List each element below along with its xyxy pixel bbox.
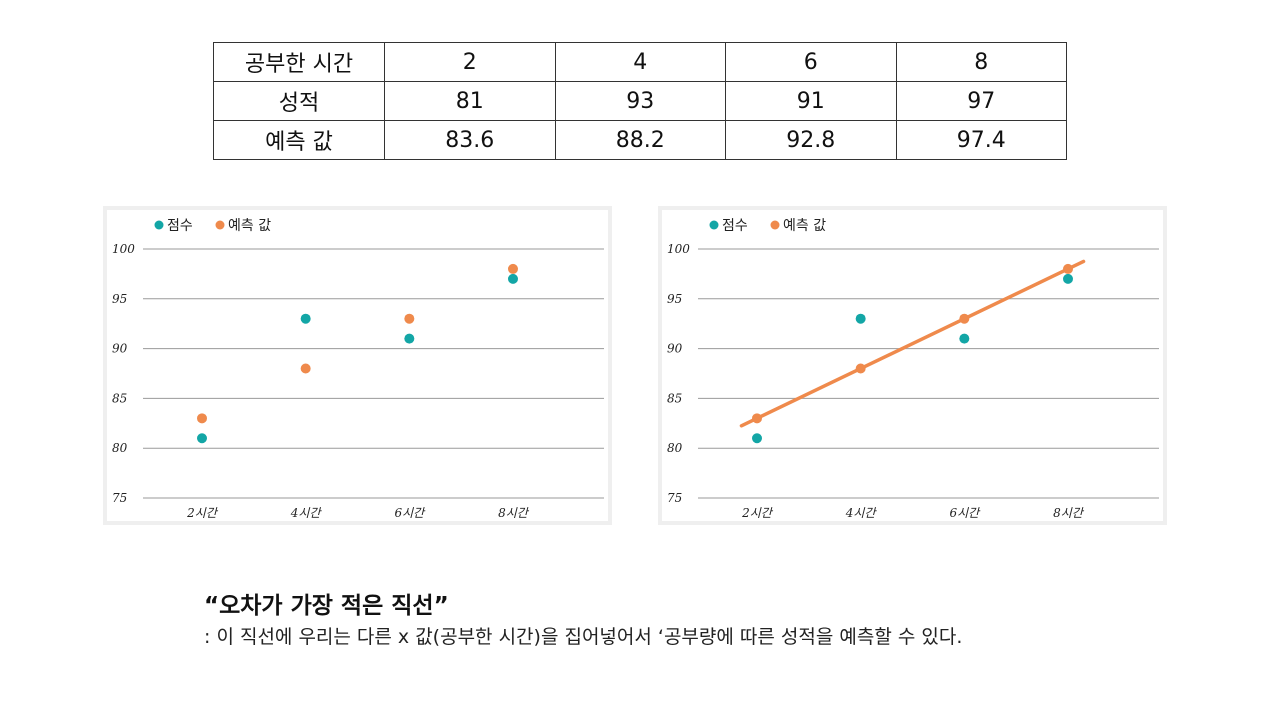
caption-text: : 이 직선에 우리는 다른 x 값(공부한 시간)을 집어넣어서 ‘공부량에 …	[204, 626, 963, 648]
caption-title: “오차가 가장 적은 직선”	[204, 593, 449, 619]
table-cell: 6	[725, 42, 897, 82]
data-point-predicted	[404, 313, 415, 324]
x-tick-label: 4시간	[290, 506, 323, 520]
data-point-predicted	[959, 313, 970, 324]
table-cell: 88.2	[554, 120, 726, 160]
legend-marker-0	[154, 220, 164, 230]
data-point-score	[855, 313, 866, 324]
trend-line	[739, 259, 1086, 428]
x-tick-label: 8시간	[1053, 506, 1085, 520]
legend-label: 예측 값	[228, 218, 271, 234]
row-label: 성적	[213, 81, 385, 121]
table-cell: 8	[895, 42, 1067, 82]
x-tick-label: 4시간	[845, 506, 878, 520]
table-row-score: 성적 81 93 91 97	[213, 81, 1067, 121]
y-tick-label: 80	[112, 441, 128, 455]
table-cell: 4	[554, 42, 726, 82]
data-point-score	[197, 433, 207, 444]
data-point-score	[959, 333, 970, 344]
y-tick-label: 85	[112, 391, 127, 405]
legend-marker-0	[709, 220, 719, 230]
y-tick-label: 95	[112, 292, 127, 306]
y-tick-label: 90	[667, 342, 683, 356]
y-tick-label: 100	[112, 242, 135, 256]
x-tick-label: 2시간	[741, 506, 774, 520]
chart-svg-left: 점수 예측 값 100 95 90 85 80 75 2시간 4시간 6시간 8시간	[107, 210, 608, 521]
x-tick-label: 2시간	[186, 506, 219, 520]
table-cell: 91	[725, 81, 897, 121]
table-row-hours: 공부한 시간 2 4 6 8	[213, 42, 1067, 82]
table-cell: 93	[554, 81, 726, 121]
x-tick-label: 6시간	[394, 506, 426, 520]
data-point-score	[508, 273, 518, 284]
data-point-score	[752, 433, 762, 444]
data-point-predicted	[855, 363, 866, 374]
chart-svg-right: 점수 예측 값 100 95 90 85 80 75 2시간 4시간 6시간 8시간	[662, 210, 1163, 521]
table-cell: 81	[384, 81, 556, 121]
row-label: 공부한 시간	[213, 42, 385, 82]
y-tick-label: 95	[667, 292, 682, 306]
table-row-predicted: 예측 값 83.6 88.2 92.8 97.4	[213, 120, 1067, 160]
data-point-score	[404, 333, 415, 344]
y-tick-label: 75	[112, 491, 127, 505]
y-tick-label: 85	[667, 391, 682, 405]
legend-label: 점수	[722, 218, 748, 234]
legend-label: 예측 값	[783, 218, 826, 234]
table-cell: 92.8	[725, 120, 897, 160]
data-point-score	[1063, 273, 1073, 284]
x-tick-label: 8시간	[498, 506, 530, 520]
table-cell: 97	[895, 81, 1067, 121]
legend-marker-1	[770, 220, 780, 230]
data-point-predicted	[197, 413, 207, 424]
table-cell: 83.6	[384, 120, 556, 160]
table-cell: 2	[384, 42, 556, 82]
data-point-predicted	[508, 263, 518, 274]
y-tick-label: 75	[667, 491, 682, 505]
legend-label: 점수	[167, 218, 193, 234]
table-cell: 97.4	[895, 120, 1067, 160]
y-tick-label: 80	[667, 441, 683, 455]
y-tick-label: 100	[667, 242, 690, 256]
legend-marker-1	[215, 220, 225, 230]
scatter-chart-left: 점수 예측 값 100 95 90 85 80 75 2시간 4시간 6시간 8시간	[103, 206, 612, 525]
row-label: 예측 값	[213, 120, 385, 160]
y-tick-label: 90	[112, 342, 128, 356]
data-point-predicted	[300, 363, 311, 374]
data-table: 공부한 시간 2 4 6 8 성적 81 93 91 97 예측 값 83.6 …	[213, 42, 1067, 160]
scatter-chart-right: 점수 예측 값 100 95 90 85 80 75 2시간 4시간 6시간 8시간	[658, 206, 1167, 525]
data-point-score	[300, 313, 311, 324]
data-point-predicted	[1063, 263, 1073, 274]
data-point-predicted	[752, 413, 762, 424]
x-tick-label: 6시간	[949, 506, 981, 520]
